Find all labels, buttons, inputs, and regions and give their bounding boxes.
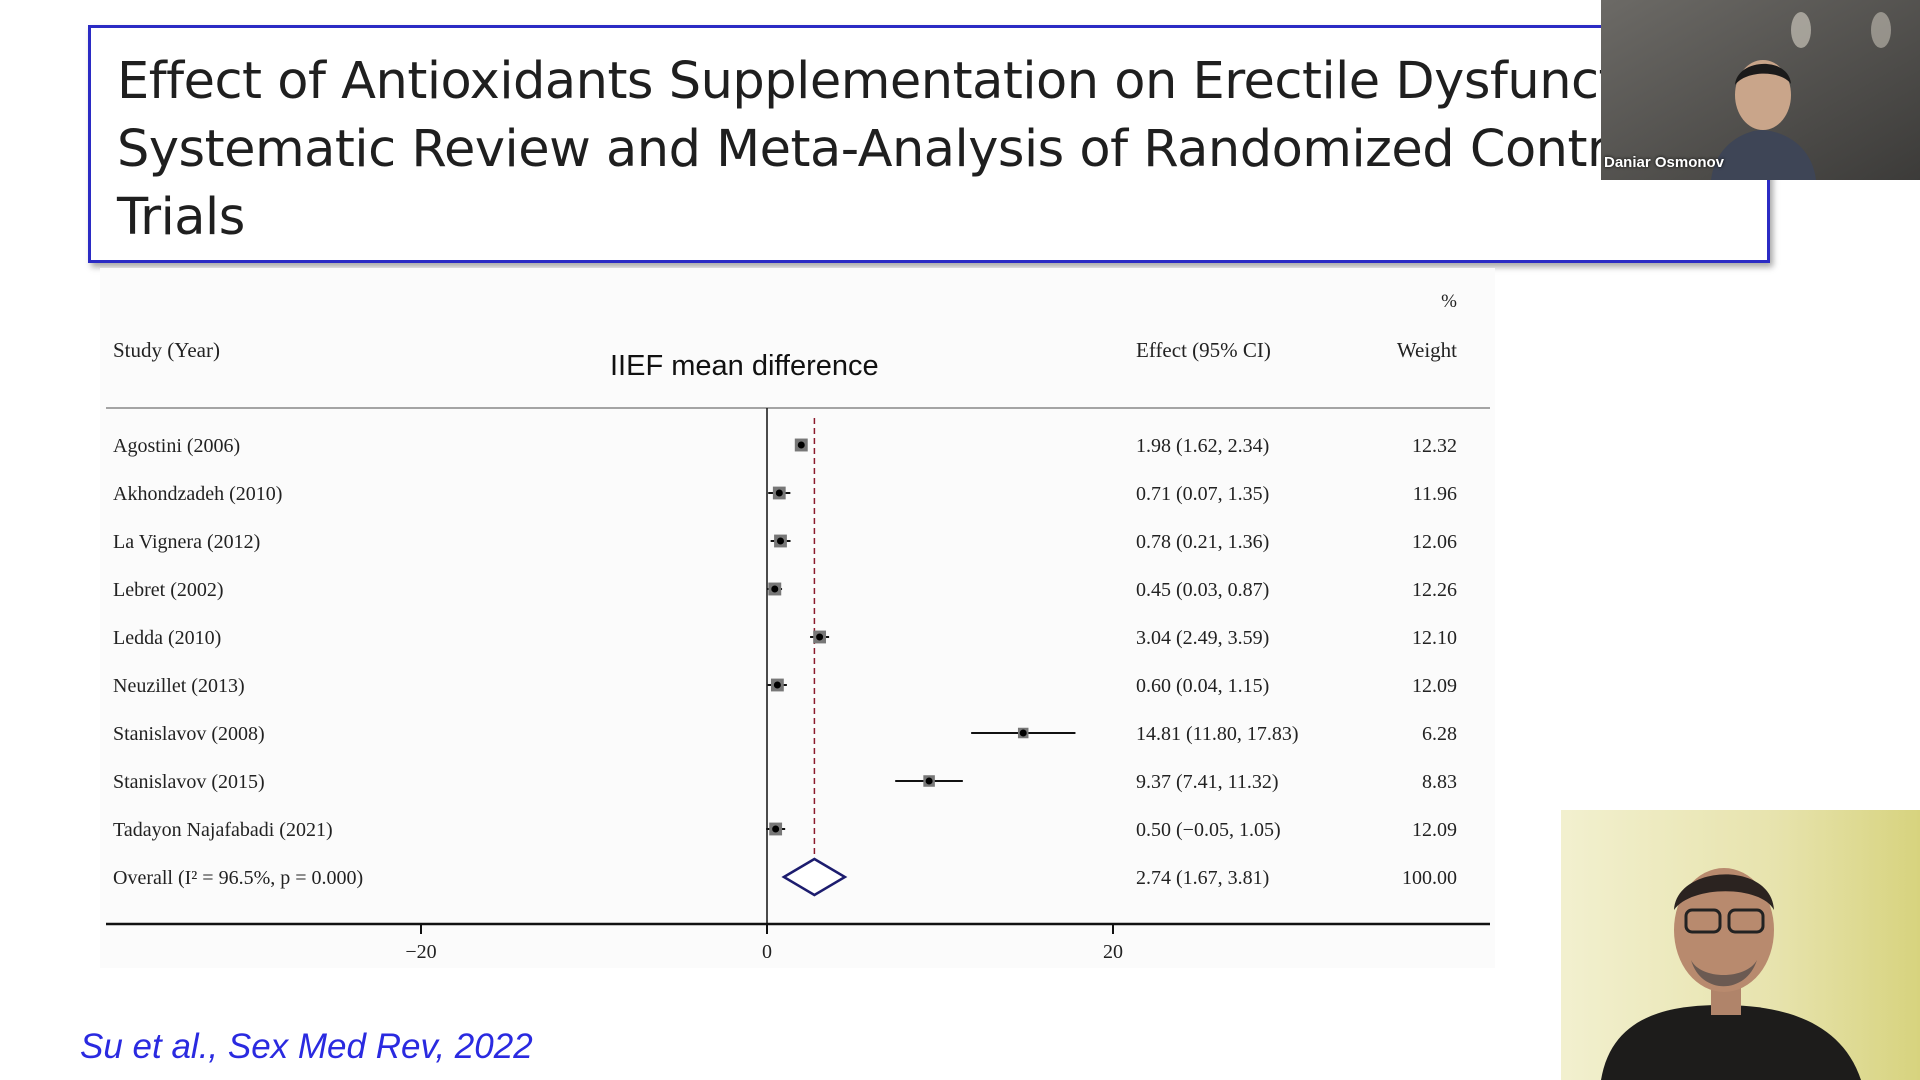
study-effect-text: 0.45 (0.03, 0.87) <box>1136 579 1269 601</box>
study-weight-text: 12.06 <box>1412 531 1457 553</box>
participant-video-top-image <box>1601 0 1920 180</box>
overall-weight-text: 100.00 <box>1402 867 1457 889</box>
chart-subtitle: IIEF mean difference <box>610 350 879 382</box>
weight-percent-header: % <box>1441 291 1457 312</box>
study-point-estimate <box>925 777 933 785</box>
study-label: Ledda (2010) <box>113 627 221 649</box>
study-weight-text: 12.10 <box>1412 627 1457 649</box>
citation-text: Su et al., Sex Med Rev, 2022 <box>80 1027 533 1066</box>
overall-effect-text: 2.74 (1.67, 3.81) <box>1136 867 1269 889</box>
study-point-estimate <box>771 585 779 593</box>
study-label: Akhondzadeh (2010) <box>113 483 282 505</box>
study-column-header: Study (Year) <box>113 338 220 362</box>
study-effect-text: 1.98 (1.62, 2.34) <box>1136 435 1269 457</box>
study-label: Agostini (2006) <box>113 435 240 457</box>
study-label: Stanislavov (2008) <box>113 723 265 745</box>
slide-title-line-1: Effect of Antioxidants Supplementation o… <box>117 52 1632 111</box>
overall-diamond <box>781 857 848 897</box>
study-label: Stanislavov (2015) <box>113 771 265 793</box>
study-effect-text: 0.60 (0.04, 1.15) <box>1136 675 1269 697</box>
study-effect-text: 14.81 (11.80, 17.83) <box>1136 723 1299 745</box>
study-effect-text: 0.50 (−0.05, 1.05) <box>1136 819 1281 841</box>
study-label: La Vignera (2012) <box>113 531 260 553</box>
study-point-estimate <box>816 633 824 641</box>
study-point-estimate <box>772 825 780 833</box>
study-weight-text: 12.26 <box>1412 579 1457 601</box>
study-point-estimate <box>773 681 781 689</box>
study-weight-text: 12.09 <box>1412 675 1457 697</box>
study-point-estimate <box>775 489 783 497</box>
effect-column-header: Effect (95% CI) <box>1136 338 1271 362</box>
overall-label: Overall (I² = 96.5%, p = 0.000) <box>113 867 363 889</box>
forest-plot-svg: % Study (Year) Effect (95% CI) Weight Ag… <box>106 291 1490 963</box>
study-point-estimate <box>797 441 805 449</box>
study-point-estimate <box>776 537 784 545</box>
participant-video-top[interactable] <box>1601 0 1920 180</box>
study-weight-text: 6.28 <box>1422 723 1457 745</box>
study-weight-text: 12.09 <box>1412 819 1457 841</box>
participant-video-bottom-image <box>1561 810 1920 1080</box>
slide-title-line-3: Trials <box>117 188 245 247</box>
participant-video-bottom[interactable] <box>1561 810 1920 1080</box>
x-axis-tick-label: 20 <box>1103 941 1123 963</box>
slide-title-box: Effect of Antioxidants Supplementation o… <box>88 25 1770 263</box>
study-weight-text: 11.96 <box>1413 483 1457 505</box>
study-label: Lebret (2002) <box>113 579 224 601</box>
study-effect-text: 0.71 (0.07, 1.35) <box>1136 483 1269 505</box>
study-label: Neuzillet (2013) <box>113 675 245 697</box>
study-effect-text: 0.78 (0.21, 1.36) <box>1136 531 1269 553</box>
participant-name-label: Daniar Osmonov <box>1604 154 1725 171</box>
study-weight-text: 12.32 <box>1412 435 1457 457</box>
x-axis-tick-label: −20 <box>405 941 436 963</box>
forest-plot: % Study (Year) Effect (95% CI) Weight Ag… <box>100 268 1495 968</box>
study-point-estimate <box>1019 729 1027 737</box>
weight-column-header: Weight <box>1397 338 1457 362</box>
slide-title-line-2: Systematic Review and Meta-Analysis of R… <box>117 120 1638 179</box>
x-axis-tick-label: 0 <box>762 941 772 963</box>
study-label: Tadayon Najafabadi (2021) <box>113 819 333 841</box>
study-weight-text: 8.83 <box>1422 771 1457 793</box>
study-effect-text: 3.04 (2.49, 3.59) <box>1136 627 1269 649</box>
study-effect-text: 9.37 (7.41, 11.32) <box>1136 771 1279 793</box>
